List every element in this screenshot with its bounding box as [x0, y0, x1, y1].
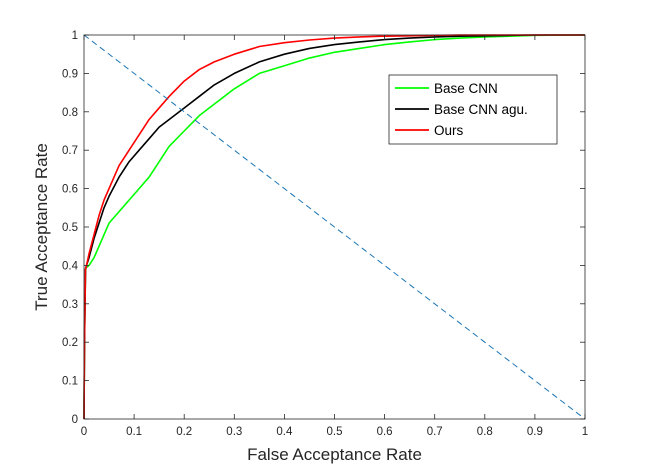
series-layer [83, 34, 586, 420]
x-tick-label: 0.5 [327, 426, 343, 438]
series-line-2 [83, 34, 585, 420]
x-tick-label: 0.1 [126, 426, 142, 438]
y-tick-label: 0.9 [62, 68, 78, 80]
y-tick-label: 0.3 [62, 299, 78, 311]
x-tick-label: 0.2 [176, 426, 192, 438]
chance-diagonal-line [83, 34, 586, 420]
x-axis-label: False Acceptance Rate [247, 445, 422, 464]
legend: Base CNN Base CNN agu. Ours [388, 74, 558, 145]
y-tick-label: 1 [72, 30, 78, 42]
y-tick-label: 0 [72, 414, 78, 426]
legend-label: Base CNN [434, 81, 498, 96]
legend-label: Base CNN agu. [434, 102, 528, 117]
y-axis-label: True Acceptance Rate [32, 143, 51, 311]
x-tick-label: 0.3 [226, 426, 242, 438]
series-line-1 [83, 34, 585, 420]
legend-label: Ours [434, 123, 464, 138]
y-tick-label: 0.8 [62, 107, 78, 119]
x-tick-label: 0.4 [276, 426, 293, 438]
x-tick-label: 0.6 [377, 426, 393, 438]
x-tick-label: 0 [81, 426, 87, 438]
y-tick-label: 0.1 [62, 376, 78, 388]
y-tick-label: 0.7 [62, 145, 78, 157]
ticks-layer: 0 0.1 0.2 0.3 0.4 0.5 0.6 0.7 0.8 0.9 1 0 0.1 0.2 0.3 0… [62, 30, 588, 438]
y-tick-label: 0.4 [62, 260, 79, 272]
x-tick-label: 1 [582, 426, 588, 438]
x-tick-label: 0.9 [527, 426, 543, 438]
y-tick-label: 0.2 [62, 337, 78, 349]
x-tick-label: 0.7 [427, 426, 443, 438]
y-tick-label: 0.6 [62, 184, 78, 196]
x-tick-label: 0.8 [477, 426, 493, 438]
y-tick-label: 0.5 [62, 222, 78, 234]
series-line-0 [83, 34, 586, 420]
